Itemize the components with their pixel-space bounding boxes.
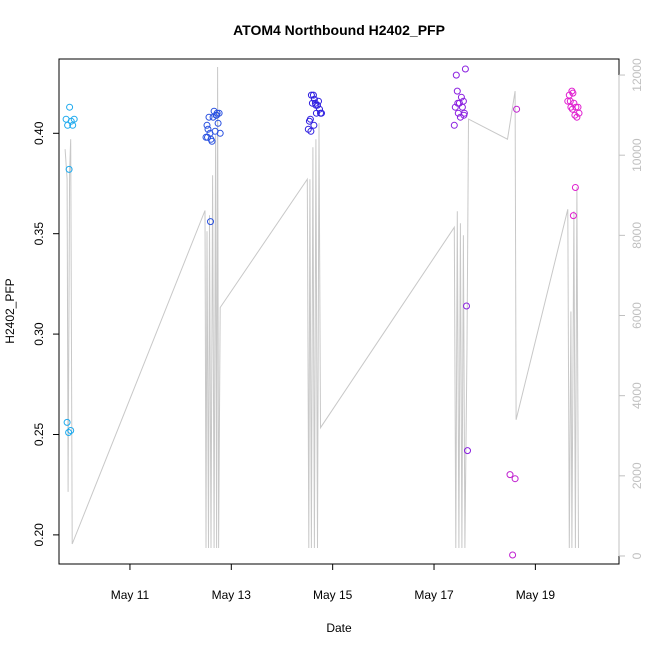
data-point <box>309 91 317 99</box>
data-point <box>307 127 315 135</box>
right-axis-tick-label: 0 <box>630 552 644 559</box>
y-tick-label: 0.35 <box>32 222 46 246</box>
data-point <box>506 471 514 479</box>
data-point <box>450 121 458 129</box>
right-axis-tick-label: 6000 <box>630 302 644 329</box>
data-point <box>575 109 583 117</box>
data-point <box>569 89 577 97</box>
data-point <box>571 184 579 191</box>
right-axis-tick-label: 12000 <box>630 58 644 92</box>
series-2 <box>202 107 224 226</box>
data-point <box>568 105 576 113</box>
data-point <box>453 87 461 95</box>
right-axis-tick-label: 8000 <box>630 222 644 249</box>
data-point <box>214 119 222 127</box>
data-point <box>205 113 213 121</box>
x-tick-label: May 17 <box>414 588 454 602</box>
data-point <box>65 429 73 436</box>
data-point <box>569 212 577 220</box>
y-axis-label: H2402_PFP <box>3 278 17 343</box>
y-tick-label: 0.25 <box>32 422 46 446</box>
y-tick-label: 0.40 <box>32 121 46 145</box>
data-point <box>318 109 325 117</box>
data-point <box>464 447 471 455</box>
x-tick-label: May 13 <box>212 588 252 602</box>
series-3 <box>304 91 325 135</box>
data-point <box>208 137 216 145</box>
data-point <box>457 93 465 101</box>
data-point <box>463 302 470 310</box>
series-1 <box>62 103 78 436</box>
data-point <box>452 71 460 79</box>
data-point <box>306 115 314 123</box>
data-point <box>316 105 323 113</box>
data-point <box>216 129 224 137</box>
y-tick-label: 0.30 <box>32 322 46 346</box>
data-point <box>513 105 521 113</box>
data-point <box>70 115 78 123</box>
data-point <box>66 103 74 111</box>
data-point <box>310 121 318 129</box>
plot-area <box>62 65 583 559</box>
x-axis: May 11 May 13 May 15 May 17 May 19 <box>111 563 556 602</box>
series-4 <box>450 65 471 455</box>
data-point <box>571 111 579 119</box>
right-axis-tick-label: 10000 <box>630 138 644 172</box>
data-point <box>460 111 468 119</box>
data-point <box>454 99 462 107</box>
data-point <box>67 427 75 434</box>
x-tick-label: May 15 <box>313 588 353 602</box>
data-point <box>213 111 221 119</box>
secondary-series-line <box>64 66 579 549</box>
data-point <box>461 65 469 73</box>
data-point <box>204 133 211 141</box>
x-tick-label: May 19 <box>516 588 556 602</box>
data-point <box>566 97 574 105</box>
data-point <box>509 551 517 559</box>
data-point <box>572 103 580 111</box>
series-5 <box>506 105 521 559</box>
y-axis: 0.20 0.25 0.30 0.35 0.40 <box>32 121 60 547</box>
data-point <box>207 218 214 226</box>
data-point <box>203 121 211 129</box>
right-y-axis: 0 2000 4000 6000 8000 10000 12000 <box>618 58 644 559</box>
x-axis-label: Date <box>326 621 352 635</box>
x-tick-label: May 11 <box>111 588 150 602</box>
data-point <box>64 121 72 129</box>
data-point <box>63 418 71 426</box>
chart-title: ATOM4 Northbound H2402_PFP <box>233 22 445 38</box>
data-point <box>456 113 464 121</box>
data-point <box>65 165 73 173</box>
y-tick-label: 0.20 <box>32 523 46 547</box>
right-axis-tick-label: 4000 <box>630 382 644 409</box>
data-point <box>312 101 320 109</box>
data-point <box>511 475 519 483</box>
data-point <box>573 113 581 121</box>
right-axis-tick-label: 2000 <box>630 462 644 489</box>
series-6 <box>564 87 583 220</box>
data-point <box>204 125 212 133</box>
